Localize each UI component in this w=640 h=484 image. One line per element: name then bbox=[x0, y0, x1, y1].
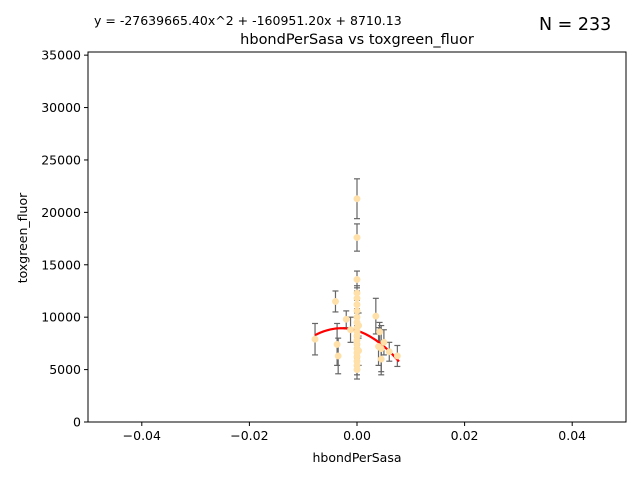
fit-equation: y = -27639665.40x^2 + -160951.20x + 8710… bbox=[94, 13, 402, 28]
data-point bbox=[376, 328, 384, 336]
y-tick-label: 15000 bbox=[41, 257, 81, 272]
x-axis-ticks: −0.04 −0.02 0.00 0.02 0.04 bbox=[123, 422, 586, 443]
y-tick-label: 25000 bbox=[41, 152, 81, 167]
data-point bbox=[355, 347, 363, 355]
y-tick-label: 30000 bbox=[41, 100, 81, 115]
y-tick-label: 20000 bbox=[41, 205, 81, 220]
chart-title: hbondPerSasa vs toxgreen_fluor bbox=[240, 32, 474, 48]
data-point bbox=[380, 338, 388, 346]
y-tick-label: 0 bbox=[73, 415, 81, 430]
data-point bbox=[355, 322, 363, 330]
data-point bbox=[353, 276, 361, 283]
x-axis-label: hbondPerSasa bbox=[312, 450, 401, 465]
data-point bbox=[377, 345, 385, 353]
x-tick-label: 0.00 bbox=[343, 428, 371, 443]
data-point bbox=[377, 355, 385, 363]
data-points bbox=[311, 195, 401, 374]
data-point bbox=[311, 335, 319, 343]
data-point bbox=[353, 307, 361, 315]
data-point bbox=[342, 315, 350, 323]
sample-count: N = 233 bbox=[539, 15, 611, 35]
y-tick-label: 35000 bbox=[41, 48, 81, 63]
x-tick-label: 0.04 bbox=[558, 428, 586, 443]
data-point bbox=[347, 326, 354, 334]
data-point bbox=[385, 348, 393, 356]
data-point bbox=[332, 298, 339, 305]
x-tick-label: −0.02 bbox=[230, 428, 268, 443]
data-point bbox=[353, 366, 361, 374]
data-point bbox=[333, 340, 341, 348]
data-point bbox=[372, 312, 380, 320]
x-tick-label: 0.02 bbox=[451, 428, 479, 443]
y-tick-label: 5000 bbox=[49, 362, 81, 377]
x-tick-label: −0.04 bbox=[123, 428, 161, 443]
data-point bbox=[353, 195, 361, 203]
data-point bbox=[353, 301, 361, 309]
data-point bbox=[334, 352, 342, 360]
data-point bbox=[353, 294, 361, 302]
y-axis-ticks: 0 5000 10000 15000 20000 25000 30000 35000 bbox=[41, 48, 88, 430]
plot-frame bbox=[87, 51, 627, 423]
y-axis-label: toxgreen_fluor bbox=[15, 192, 30, 283]
data-point bbox=[353, 234, 361, 241]
y-tick-label: 10000 bbox=[41, 310, 81, 325]
data-point bbox=[393, 352, 401, 360]
